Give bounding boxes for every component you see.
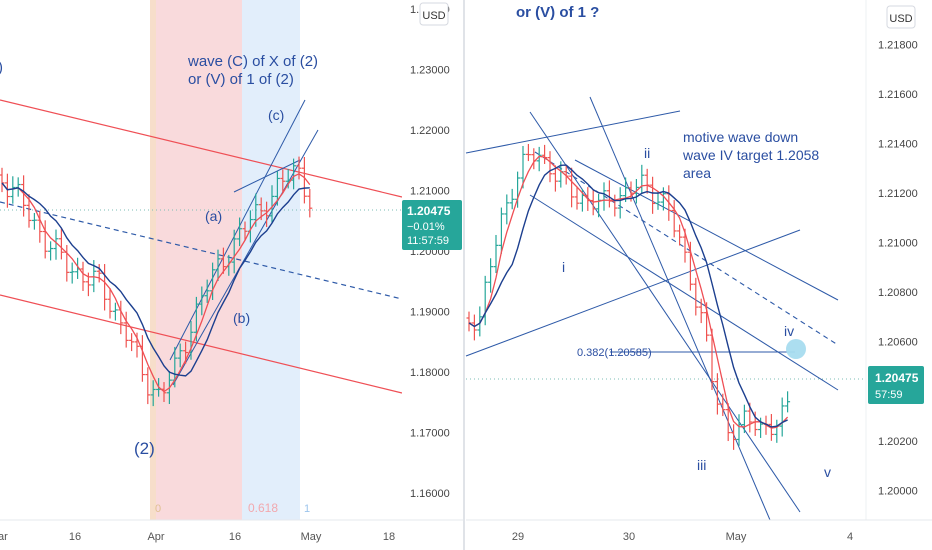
wave-label-two: (2) xyxy=(134,439,155,458)
left-x-tick-may: May xyxy=(301,531,322,543)
left-currency-label: USD xyxy=(422,10,445,22)
left-ma-blue-line xyxy=(1,182,310,377)
fib-zone-red xyxy=(150,0,242,520)
fib-zone-blue xyxy=(242,0,300,520)
y-tick-label: 1.17000 xyxy=(410,427,450,439)
right-top-trendline[interactable] xyxy=(465,110,681,154)
wave-label-i: i xyxy=(562,259,565,275)
right-currency-label: USD xyxy=(889,13,912,25)
right-candles xyxy=(466,144,791,450)
fib-zone-orange-edge xyxy=(150,0,156,520)
y-tick-label: 1.20600 xyxy=(878,337,918,349)
channel-mid-dashed-line[interactable] xyxy=(0,201,403,300)
left-chart: 0 0.618 1 wave (C) of X of (2) or (V) of… xyxy=(0,0,464,543)
left-x-tick-apr: Apr xyxy=(147,531,164,543)
right-price-axis[interactable] xyxy=(866,0,932,520)
y-tick-label: 1.16000 xyxy=(410,488,450,500)
right-steep-line-a[interactable] xyxy=(589,96,771,521)
right-price-tag xyxy=(868,366,924,404)
y-tick-label: 1.20800 xyxy=(878,287,918,299)
wave-label-cut: ) xyxy=(0,59,3,76)
right-rising-line[interactable] xyxy=(465,229,801,357)
target-area-marker xyxy=(786,339,806,359)
wave-label-v: v xyxy=(824,464,831,480)
y-tick-label: 1.20200 xyxy=(878,436,918,448)
right-ma-red-line xyxy=(468,155,789,429)
left-price-tag-price: 1.20475 xyxy=(407,204,451,218)
wave-label-b: (b) xyxy=(233,310,250,326)
right-header-text: or (V) of 1 ? xyxy=(516,4,599,21)
right-ma-blue-line xyxy=(468,164,788,428)
right-plot-area[interactable] xyxy=(466,0,866,520)
left-x-tick-16b: 16 xyxy=(229,531,241,543)
wave-label-a: (a) xyxy=(205,208,222,224)
wave-label-ii: ii xyxy=(644,145,650,161)
left-x-tick-18: 18 xyxy=(383,531,395,543)
left-price-tag-change: −0.01% xyxy=(407,221,445,233)
right-price-tag-countdown: 57:59 xyxy=(875,389,903,401)
wave-label-c: (c) xyxy=(268,107,284,123)
right-dashed-channel-line[interactable] xyxy=(534,151,839,346)
left-x-tick-16a: 16 xyxy=(69,531,81,543)
y-tick-label: 1.20000 xyxy=(878,485,918,497)
channel-lower-line[interactable] xyxy=(0,294,403,394)
right-steep-line-b[interactable] xyxy=(529,111,801,513)
fib-label-zero: 0 xyxy=(155,503,161,515)
y-tick-label: 1.18000 xyxy=(410,367,450,379)
y-tick-label: 1.23000 xyxy=(410,65,450,77)
y-tick-label: 1.21000 xyxy=(878,238,918,250)
right-chart: 0.382(1.20585) or (V) of 1 ? motive wave… xyxy=(465,0,932,543)
channel-upper-line[interactable] xyxy=(0,99,403,198)
left-currency-badge[interactable] xyxy=(419,2,449,26)
right-x-tick-4: 4 xyxy=(847,531,853,543)
motive-line3: area xyxy=(683,165,711,181)
y-tick-label: 1.21600 xyxy=(878,89,918,101)
right-x-tick-29: 29 xyxy=(512,531,524,543)
y-tick-label: 1.22000 xyxy=(410,125,450,137)
y-tick-label: 1.21400 xyxy=(878,139,918,151)
y-tick-label: 1.19000 xyxy=(410,306,450,318)
right-currency-badge[interactable] xyxy=(886,5,916,29)
wave-title-line1: wave (C) of X of (2) xyxy=(187,53,318,70)
motive-line2: wave IV target 1.2058 xyxy=(682,147,819,163)
fib-label-one: 1 xyxy=(304,503,310,515)
right-x-tick-may: May xyxy=(726,531,747,543)
y-tick-label: 1.21800 xyxy=(878,40,918,52)
left-ma-red-line xyxy=(1,173,311,393)
left-price-tag-countdown: 11:57:59 xyxy=(407,235,449,247)
right-price-tag-price: 1.20475 xyxy=(875,371,919,385)
y-tick-label: 1.21000 xyxy=(410,185,450,197)
left-price-axis[interactable] xyxy=(402,0,464,520)
right-x-tick-30: 30 xyxy=(623,531,635,543)
left-price-tag xyxy=(402,200,462,250)
right-lower-channel-line[interactable] xyxy=(529,194,839,391)
motive-line1: motive wave down xyxy=(683,129,798,145)
wave-label-iv: iv xyxy=(784,323,794,339)
y-tick-label: 1.21200 xyxy=(878,188,918,200)
right-upper-channel-line[interactable] xyxy=(574,159,839,301)
fib-label-618: 0.618 xyxy=(248,501,278,515)
rise-channel-upper-line[interactable] xyxy=(169,99,306,361)
rise-small-trendline[interactable] xyxy=(233,159,301,193)
wave-title-line2: or (V) of 1 of (2) xyxy=(188,71,294,88)
wave-label-iii: iii xyxy=(697,457,706,473)
fib-382-label: 0.382(1.20585) xyxy=(577,347,652,359)
left-x-tick-mar: ar xyxy=(0,531,8,543)
